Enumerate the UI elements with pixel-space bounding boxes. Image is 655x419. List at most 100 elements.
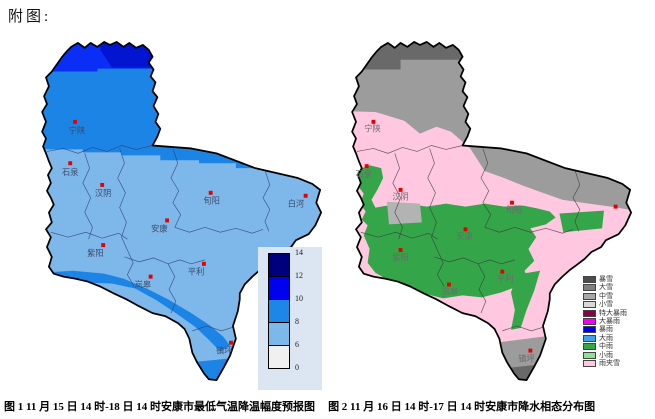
city-marker — [510, 200, 514, 205]
city-marker — [528, 348, 533, 353]
city-label: 紫阳 — [87, 248, 103, 258]
region-fill-light-snow-patch — [387, 201, 422, 225]
county-borders — [46, 145, 271, 332]
city-marker — [447, 282, 451, 287]
region-fill-drop-12-14 — [100, 41, 163, 68]
precipitation-phase-map: 宁陕 石泉 汉阴 旬阳 安康 紫阳 岚皋 平利 镇坪 暴雪 大雪 中雪 小雪 特大暴雨 大暴雨 暴雨 大雨 中雨… — [325, 38, 635, 393]
legend-swatch — [583, 276, 596, 283]
legend-label: 中雨 — [599, 343, 613, 351]
city-label: 汉阴 — [95, 188, 111, 198]
city-marker — [463, 227, 468, 232]
legend-swatch — [583, 334, 596, 342]
region-fill-top-heavy-snow — [352, 41, 632, 70]
city-marker — [73, 119, 77, 124]
legend-label: 特大暴雨 — [599, 309, 627, 317]
figure1-caption: 图 1 11 月 15 日 14 时-18 日 14 时安康市最低气温降温幅度预… — [4, 401, 316, 413]
city-label: 岚皋 — [442, 286, 459, 296]
legend-label: 大暴雨 — [599, 317, 620, 325]
colorbar-tick: 12 — [295, 271, 303, 280]
region-fill-rain-arm — [511, 270, 541, 330]
colorbar-segment — [268, 322, 290, 346]
legend-swatch — [583, 359, 596, 367]
colorbar-tick: 14 — [295, 248, 303, 257]
city-label: 石泉 — [62, 167, 79, 177]
city-label: 镇坪 — [518, 353, 534, 363]
city-label: 镇坪 — [216, 345, 232, 355]
legend-swatch — [583, 284, 596, 292]
city-label: 岚皋 — [135, 279, 152, 289]
city-label: 宁陕 — [69, 126, 85, 136]
city-label: 旬阳 — [203, 196, 219, 206]
colorbar-tick: 10 — [295, 294, 303, 303]
legend-swatch — [583, 317, 596, 325]
city-marker — [613, 204, 618, 209]
city-marker — [371, 119, 376, 124]
city-marker — [208, 190, 213, 195]
legend-label: 小雨 — [599, 351, 613, 359]
city-marker — [148, 274, 153, 279]
legend-swatch — [583, 343, 596, 351]
legend-label: 暴雪 — [599, 276, 613, 283]
legend-row: 大雨 — [583, 334, 627, 342]
city-marker — [398, 248, 403, 252]
colorbar-segment — [268, 299, 290, 323]
legend-row: 小雪 — [583, 301, 627, 309]
city-marker — [101, 243, 106, 248]
legend-swatch — [583, 301, 596, 309]
legend-swatch — [583, 326, 596, 334]
legend-swatch — [583, 292, 596, 300]
county-borders — [356, 145, 581, 332]
city-label: 安康 — [456, 231, 473, 241]
city-label: 白河 — [288, 199, 304, 209]
precipitation-legend: 暴雪 大雪 中雪 小雪 特大暴雨 大暴雨 暴雨 大雨 中雨 小雨 雨夹雪 — [583, 276, 627, 367]
legend-label: 雨夹雪 — [599, 359, 620, 367]
city-label: 汉阴 — [392, 192, 408, 202]
city-label: 紫阳 — [392, 252, 408, 262]
colorbar-segment — [268, 253, 290, 277]
city-marker — [500, 269, 505, 274]
legend-label: 暴雨 — [599, 326, 613, 334]
region-fill-tip-heavy-snow — [493, 363, 550, 381]
city-marker — [364, 164, 369, 169]
figure2-caption: 图 2 11 月 16 日 14 时-17 日 14 时安康市降水相态分布图 — [328, 401, 596, 413]
city-marker — [165, 218, 170, 223]
page-title: 附图: — [8, 9, 52, 25]
city-marker — [68, 161, 73, 166]
city-label: 宁陕 — [364, 124, 380, 134]
legend-row: 暴雨 — [583, 326, 627, 334]
figure-captions: 图 1 11 月 15 日 14 时-18 日 14 时安康市最低气温降温幅度预… — [4, 398, 654, 414]
city-marker — [100, 182, 105, 187]
legend-row: 大雪 — [583, 284, 627, 292]
legend-row: 特大暴雨 — [583, 309, 627, 317]
region-fill-rain-east — [559, 210, 604, 233]
city-label: 安康 — [151, 223, 168, 233]
colorbar-segment — [268, 276, 290, 300]
legend-label: 大雪 — [599, 284, 613, 292]
map-boundary — [351, 41, 632, 382]
temperature-colorbar: 14 12 10 8 6 0 — [258, 247, 322, 390]
region-fill-rain-main — [356, 165, 556, 299]
colorbar-tick: 0 — [295, 363, 299, 372]
legend-row: 暴雪 — [583, 276, 627, 283]
legend-row: 中雨 — [583, 343, 627, 351]
temperature-drop-map: 宁陕 石泉 汉阴 旬阳 白河 安康 紫阳 岚皋 平利 镇坪 14 12 10 8 6 0 — [15, 38, 325, 393]
legend-row: 小雨 — [583, 351, 627, 359]
colorbar-tick: 6 — [295, 340, 299, 349]
colorbar-segment — [268, 345, 290, 369]
city-label: 平利 — [188, 267, 204, 277]
city-marker — [303, 193, 308, 198]
city-marker — [201, 261, 206, 266]
city-marker — [229, 340, 233, 345]
legend-swatch — [583, 351, 596, 359]
region-fill-tip — [179, 357, 240, 381]
city-label: 石泉 — [356, 169, 373, 179]
legend-swatch — [583, 309, 596, 317]
legend-row: 中雪 — [583, 292, 627, 300]
legend-row: 大暴雨 — [583, 317, 627, 325]
legend-row: 雨夹雪 — [583, 359, 627, 367]
